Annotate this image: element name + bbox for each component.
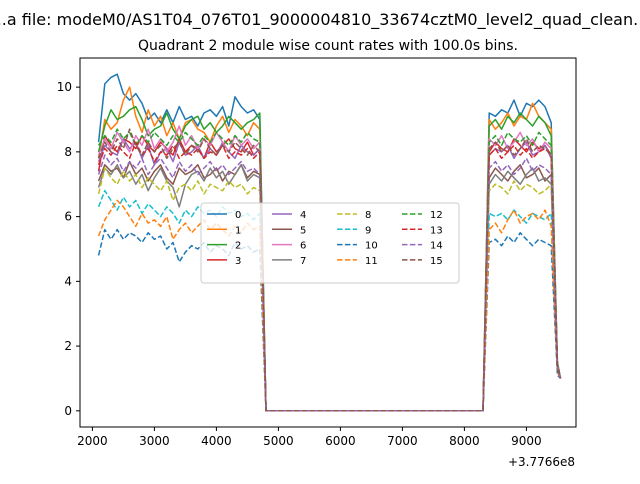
- x-axis-offset-label: +3.7766e8: [508, 455, 575, 469]
- y-axis-ticks: 0 2 4 6 8 10: [57, 80, 80, 418]
- series-line-14: [97, 154, 562, 412]
- legend-label-6: 6: [300, 241, 306, 252]
- figure-suptitle: ...a file: modeM0/AS1T04_076T01_90000048…: [0, 10, 640, 30]
- legend-label-5: 5: [300, 225, 306, 236]
- x-tick-label: 7000: [387, 434, 418, 448]
- legend-label-11: 11: [365, 256, 378, 267]
- legend-label-15: 15: [430, 256, 443, 267]
- series-line-5: [97, 160, 562, 412]
- legend-label-4: 4: [300, 210, 306, 221]
- series-line-7: [97, 164, 562, 412]
- y-tick-label: 2: [64, 339, 72, 353]
- series-line-0: [97, 73, 562, 412]
- legend-box: [200, 202, 460, 284]
- series-line-2: [97, 105, 562, 412]
- plot-frame: [79, 57, 577, 428]
- x-tick-label: 5000: [263, 434, 294, 448]
- series-line-10: [97, 228, 562, 412]
- legend-label-7: 7: [300, 256, 306, 267]
- y-tick-label: 10: [57, 80, 72, 94]
- legend-label-2: 2: [235, 241, 241, 252]
- legend-label-3: 3: [235, 256, 241, 267]
- legend-label-9: 9: [365, 225, 371, 236]
- y-tick-label: 8: [64, 145, 72, 159]
- legend-label-10: 10: [365, 241, 378, 252]
- legend-label-1: 1: [235, 225, 241, 236]
- x-tick-label: 2000: [77, 434, 108, 448]
- chart-title: Quadrant 2 module wise count rates with …: [138, 38, 518, 54]
- series-line-8: [97, 167, 562, 412]
- x-axis-ticks: 2000 3000 4000 5000 6000 7000 8000 9000: [77, 427, 542, 448]
- series-line-15: [97, 128, 562, 412]
- x-tick-label: 4000: [201, 434, 232, 448]
- x-tick-label: 8000: [449, 434, 480, 448]
- y-tick-label: 0: [64, 404, 72, 418]
- legend-label-0: 0: [235, 210, 241, 221]
- legend-label-12: 12: [430, 210, 443, 221]
- legend-label-14: 14: [430, 241, 443, 252]
- y-tick-label: 6: [64, 210, 72, 224]
- x-tick-label: 6000: [325, 434, 356, 448]
- series-line-12: [97, 128, 562, 412]
- x-tick-label: 9000: [511, 434, 542, 448]
- series-line-13: [97, 141, 562, 412]
- x-tick-label: 3000: [139, 434, 170, 448]
- legend-label-8: 8: [365, 210, 371, 221]
- legend-label-13: 13: [430, 225, 443, 236]
- y-tick-label: 4: [64, 274, 72, 288]
